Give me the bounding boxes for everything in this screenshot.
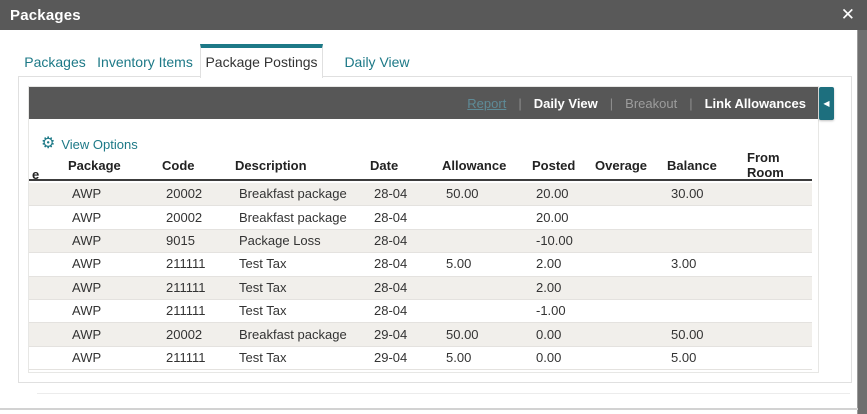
truncated-column-header: e: [32, 167, 40, 182]
cell-description: Breakfast package: [239, 186, 347, 202]
table-row: AWP 211111 Test Tax 28-04 -1.00: [29, 299, 812, 324]
cell-description: Test Tax: [239, 349, 287, 365]
column-header-date: Date: [370, 157, 399, 173]
cell-allowance: 50.00: [446, 326, 479, 342]
cell-description: Test Tax: [239, 303, 287, 319]
table-header-row: Package Code Description Date Allowance Poste…: [29, 150, 812, 181]
toolbar-separator: |: [609, 95, 614, 111]
cell-balance: 5.00: [671, 349, 697, 365]
cell-package: AWP: [72, 256, 102, 272]
tab-panel: Report | Daily View | Breakout | Link Al…: [18, 76, 852, 383]
cell-balance: 3.00: [671, 256, 697, 272]
modal-titlebar: Packages ✕: [0, 0, 867, 30]
column-header-posted: Posted: [532, 157, 576, 173]
tab-daily-view[interactable]: Daily View: [344, 54, 410, 70]
close-icon[interactable]: ✕: [840, 5, 855, 24]
toolbar-separator: |: [518, 95, 522, 111]
cell-description: Test Tax: [239, 256, 287, 272]
table-body: AWP 20002 Breakfast package 28-04 50.00 20.00…: [29, 183, 812, 371]
cell-date: 28-04: [374, 256, 408, 272]
toolbar-link-breakout[interactable]: Breakout: [625, 95, 678, 111]
cell-description: Breakfast package: [239, 326, 347, 342]
collapse-left-icon: ◀: [823, 99, 830, 108]
cell-package: AWP: [72, 326, 102, 342]
cell-posted: 2.00: [536, 279, 562, 295]
cell-date: 28-04: [374, 279, 408, 295]
cell-posted: 0.00: [536, 349, 562, 365]
tab-package-postings[interactable]: Package Postings: [200, 44, 323, 78]
cell-package: AWP: [72, 186, 102, 202]
table-row: AWP 211111 Test Tax 29-04 5.00 0.00 5.00: [29, 346, 812, 371]
cell-posted: 0.00: [536, 326, 562, 342]
cell-code: 211111: [166, 303, 206, 319]
column-header-package: Package: [68, 157, 121, 173]
cell-balance: 30.00: [671, 186, 704, 202]
cell-date: 28-04: [374, 186, 408, 202]
table-row: AWP 20002 Breakfast package 29-04 50.00 0.00 5…: [29, 323, 812, 347]
cell-code: 20002: [166, 209, 203, 225]
cell-allowance: 5.00: [446, 349, 472, 365]
cell-posted: 20.00: [536, 209, 569, 225]
postings-container: Report | Daily View | Breakout | Link Al…: [28, 86, 819, 373]
toolbar-link-daily-view[interactable]: Daily View: [533, 95, 598, 111]
column-header-overage: Overage: [595, 157, 648, 173]
cell-code: 20002: [166, 186, 203, 202]
cell-date: 28-04: [374, 232, 408, 248]
cell-description: Breakfast package: [239, 209, 347, 225]
column-header-description: Description: [235, 157, 307, 173]
cell-package: AWP: [72, 232, 102, 248]
cell-package: AWP: [72, 209, 102, 225]
view-options-link[interactable]: ⚙ View Options: [41, 136, 138, 152]
cell-date: 28-04: [374, 209, 408, 225]
column-header-balance: Balance: [667, 157, 717, 173]
cell-code: 211111: [166, 256, 206, 272]
cell-posted: 20.00: [536, 186, 569, 202]
table-row: AWP 9015 Package Loss 28-04 -10.00: [29, 229, 812, 254]
postings-toolbar: Report | Daily View | Breakout | Link Al…: [29, 87, 818, 119]
background-page-strip: [857, 30, 867, 414]
toolbar-link-link-allowances[interactable]: Link Allowances: [704, 95, 806, 111]
cell-posted: -10.00: [536, 232, 573, 248]
cell-date: 29-04: [374, 349, 408, 365]
tab-packages[interactable]: Packages: [24, 54, 86, 70]
cell-allowance: 50.00: [446, 186, 479, 202]
modal-title: Packages: [10, 6, 81, 24]
cell-code: 211111: [166, 349, 206, 365]
cell-code: 20002: [166, 326, 203, 342]
collapse-panel-button[interactable]: ◀: [819, 87, 834, 120]
view-options-label: View Options: [61, 136, 138, 152]
cell-code: 9015: [166, 232, 195, 248]
column-header-from-room: From Room: [747, 150, 784, 180]
cell-balance: 50.00: [671, 326, 704, 342]
bottom-divider-line: [0, 408, 858, 410]
column-header-allowance: Allowance: [442, 157, 507, 173]
divider-line: [37, 393, 850, 394]
cell-code: 211111: [166, 279, 206, 295]
cell-posted: -1.00: [536, 303, 566, 319]
cell-date: 29-04: [374, 326, 408, 342]
cell-posted: 2.00: [536, 256, 562, 272]
table-row: AWP 211111 Test Tax 28-04 2.00: [29, 276, 812, 300]
table-row: AWP 20002 Breakfast package 28-04 50.00 20.00…: [29, 183, 812, 207]
table-row: AWP 20002 Breakfast package 28-04 20.00: [29, 206, 812, 230]
gear-icon: ⚙: [41, 135, 56, 152]
cell-package: AWP: [72, 279, 102, 295]
cell-description: Test Tax: [239, 279, 287, 295]
column-header-code: Code: [162, 157, 195, 173]
cell-date: 28-04: [374, 303, 408, 319]
table-row: AWP 211111 Test Tax 28-04 5.00 2.00 3.00: [29, 253, 812, 277]
cell-package: AWP: [72, 303, 102, 319]
tab-inventory-items[interactable]: Inventory Items: [97, 54, 193, 70]
cell-description: Package Loss: [239, 232, 321, 248]
toolbar-separator: |: [689, 95, 693, 111]
cell-package: AWP: [72, 349, 102, 365]
cell-allowance: 5.00: [446, 256, 472, 272]
toolbar-link-report[interactable]: Report: [467, 95, 507, 111]
